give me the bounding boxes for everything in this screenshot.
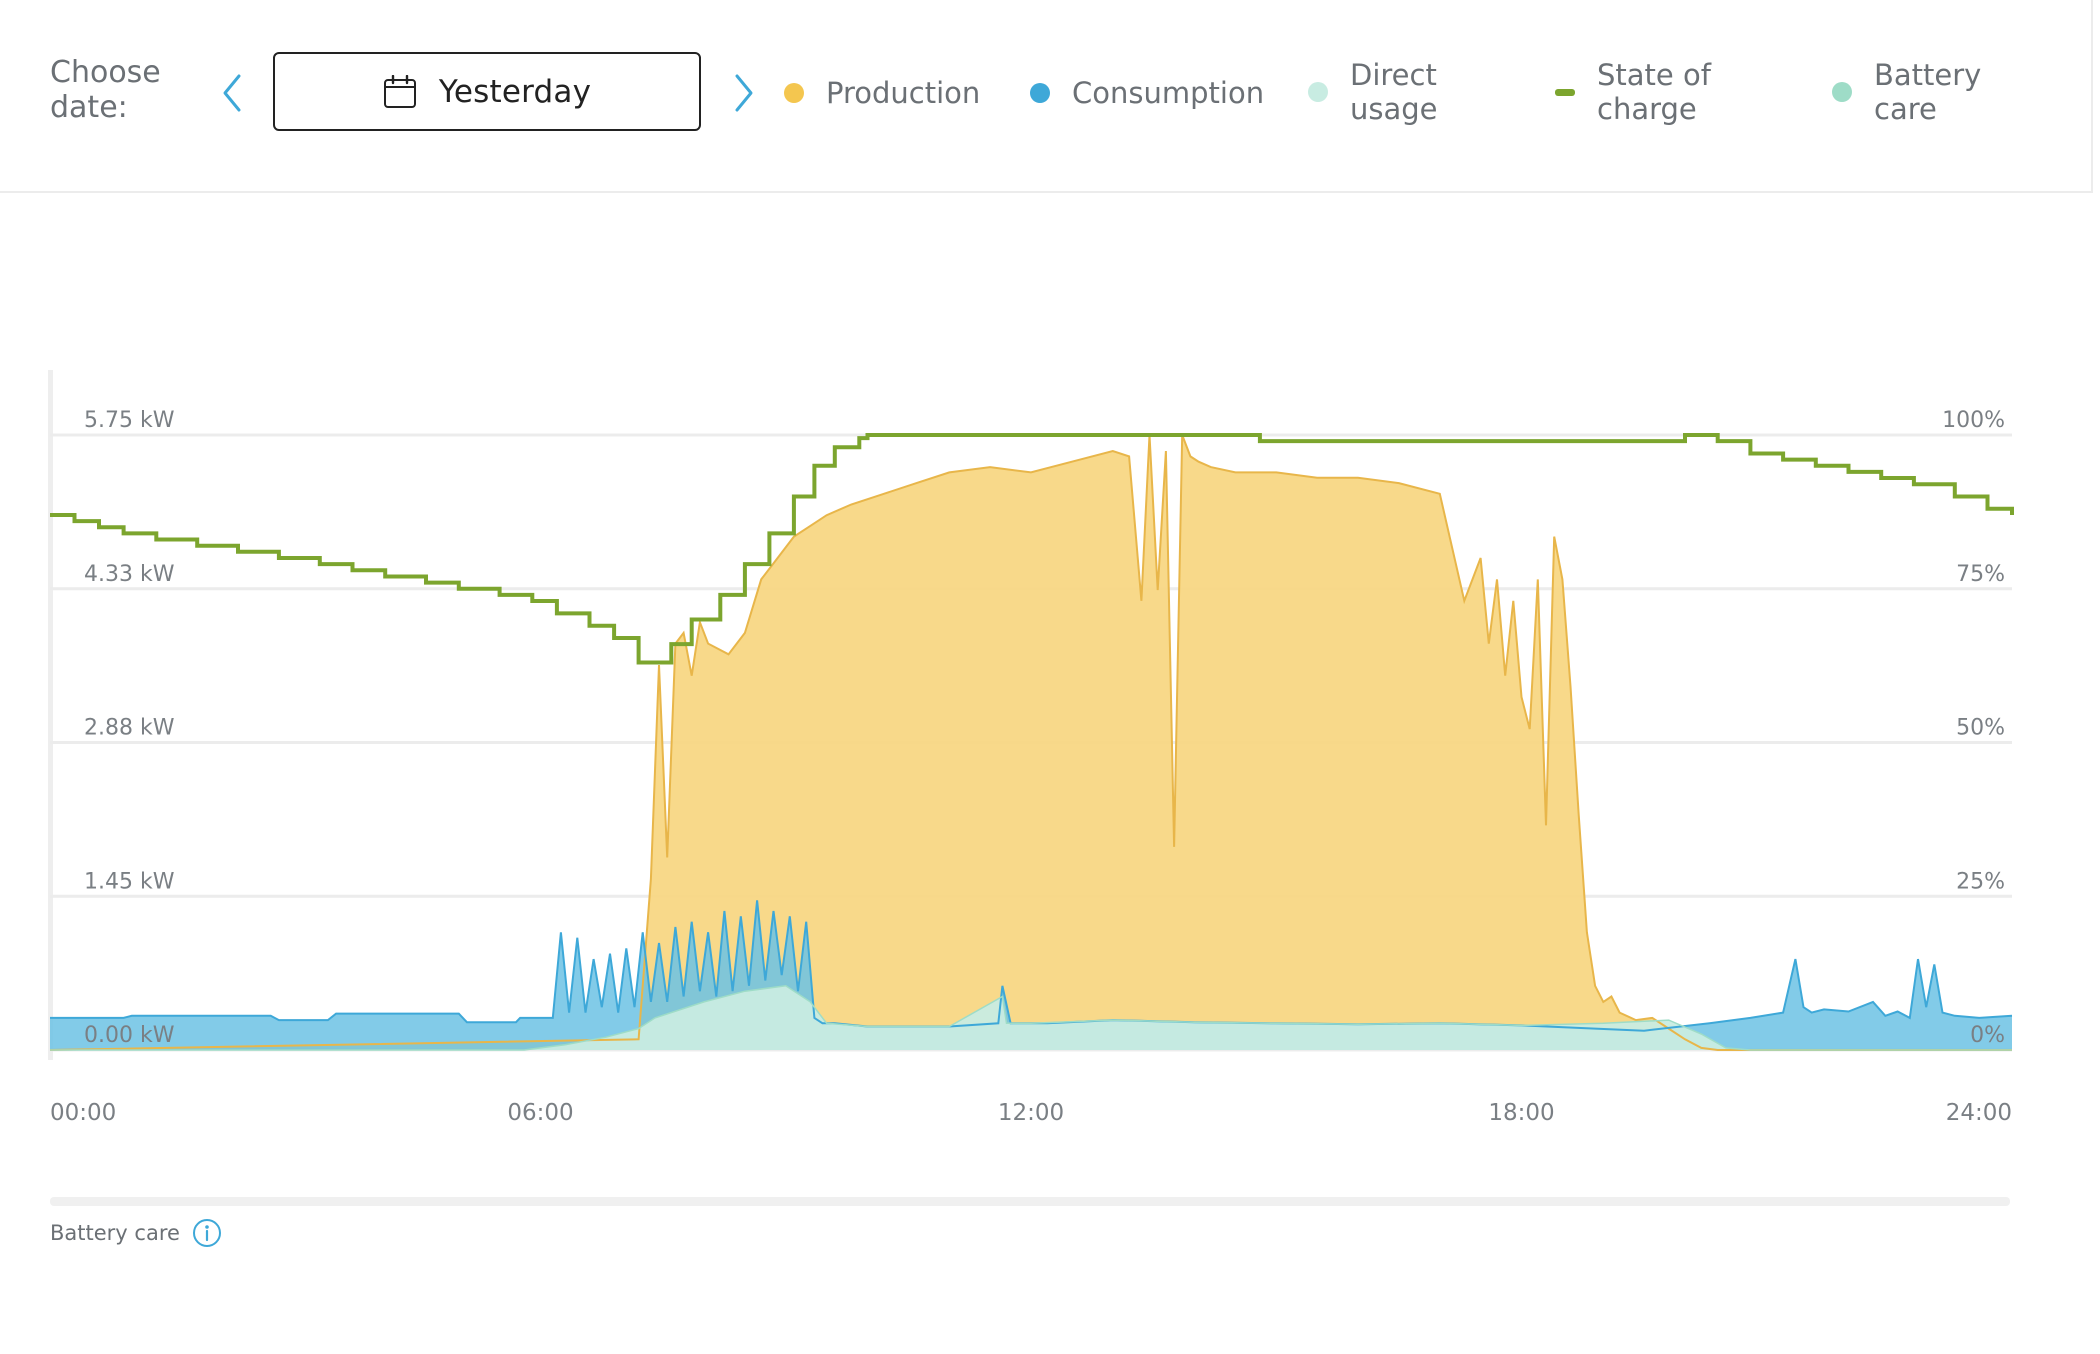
legend-production-label: Production [826, 76, 981, 110]
choose-date-label: Choose date: [50, 55, 161, 125]
x-tick-label: 06:00 [507, 1100, 573, 1126]
y-right-tick-label: 0% [1970, 1023, 2005, 1048]
battery-care-label: Battery care [50, 1221, 180, 1245]
y-left-tick-label: 4.33 kW [84, 562, 175, 587]
legend-direct-usage[interactable]: Direct usage [1308, 58, 1438, 126]
production-line [49, 434, 2012, 1051]
y-right-tick-label: 25% [1956, 869, 2005, 894]
x-tick-label: 18:00 [1488, 1100, 1554, 1126]
battery-care-timeline [50, 1197, 2010, 1206]
legend-state-of-charge-label: State of charge [1597, 58, 1711, 126]
x-tick-label: 24:00 [1946, 1100, 2012, 1126]
y-right-tick-label: 100% [1942, 408, 2005, 433]
legend-direct-usage-label: Direct usage [1350, 58, 1438, 126]
energy-chart[interactable]: 5.75 kW 100% 4.33 kW 75% 2.88 kW 50% 1.45 kW 25… [0, 360, 2100, 1140]
state-of-charge-line [50, 433, 2014, 665]
date-toolbar: Choose date: Yesterday Production Consum… [0, 0, 2093, 193]
legend-production[interactable]: Production [784, 76, 980, 110]
legend-battery-care-label: Battery care [1874, 58, 1982, 126]
legend-consumption[interactable]: Consumption [1030, 76, 1264, 110]
y-left-tick-label: 0.00 kW [84, 1023, 175, 1048]
selected-date: Yesterday [438, 73, 592, 110]
direct-usage-line [50, 985, 2012, 1051]
info-icon[interactable] [192, 1218, 222, 1248]
legend-state-of-charge[interactable]: State of charge [1555, 58, 1711, 126]
y-right-tick-label: 50% [1956, 716, 2005, 741]
consumption-area [50, 900, 2012, 1050]
next-day-button[interactable] [724, 70, 764, 116]
battery-care-dot-icon [1832, 82, 1852, 102]
production-dot-icon [784, 83, 804, 103]
y-right-tick-label: 75% [1956, 562, 2005, 587]
battery-care-note: Battery care [50, 1218, 222, 1248]
y-axis-rail [48, 370, 53, 1060]
consumption-dot-icon [1030, 83, 1050, 103]
previous-day-button[interactable] [212, 70, 252, 116]
legend-consumption-label: Consumption [1072, 76, 1265, 110]
direct-usage-area [50, 985, 2012, 1050]
y-left-tick-label: 2.88 kW [84, 716, 175, 741]
y-left-tick-label: 5.75 kW [84, 408, 175, 433]
state-of-charge-dash-icon [1555, 88, 1575, 96]
y-left-tick-label: 1.45 kW [84, 869, 175, 894]
x-tick-label: 00:00 [50, 1100, 116, 1126]
chevron-right-icon [735, 74, 753, 112]
date-picker-button[interactable]: Yesterday [273, 52, 701, 131]
x-tick-label: 12:00 [998, 1100, 1064, 1126]
production-area [50, 435, 2012, 1050]
consumption-line [50, 900, 2013, 1032]
direct-usage-dot-icon [1308, 82, 1328, 102]
chevron-left-icon [223, 74, 241, 112]
calendar-icon [383, 74, 416, 108]
legend-battery-care[interactable]: Battery care [1832, 58, 1981, 126]
